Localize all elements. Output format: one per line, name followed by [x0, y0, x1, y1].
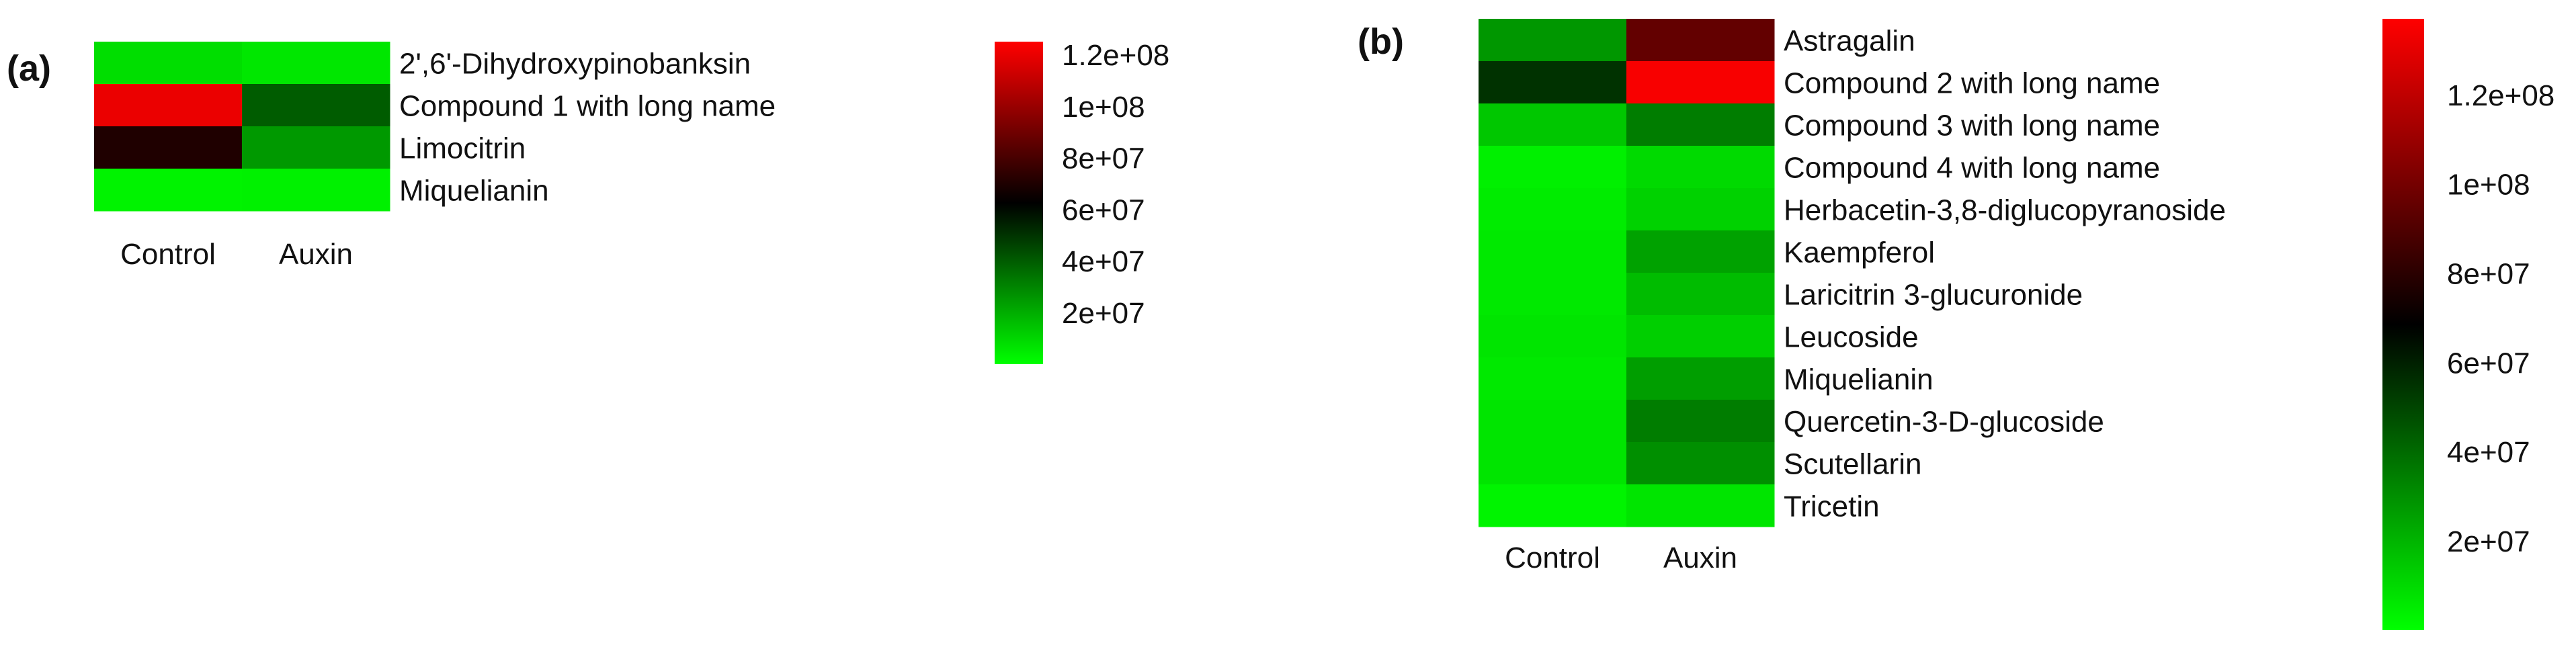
colorbar-tick-label: 1.2e+08: [2447, 79, 2554, 112]
panel-label-a: (a): [7, 48, 51, 89]
row-label: Kaempferol: [1784, 236, 1935, 269]
colorbar-ticks-b: 2e+07 4e+07 6e+07 8e+07 1e+08 1.2e+08: [2447, 79, 2554, 558]
heatmap-cell: [1479, 400, 1627, 443]
heatmap-cell: [1626, 442, 1775, 485]
column-label: Auxin: [279, 238, 353, 271]
heatmap-cell: [94, 84, 243, 127]
heatmap-cell: [1626, 103, 1775, 146]
heatmap-cell: [1626, 61, 1775, 104]
heatmap-cell: [1479, 273, 1627, 316]
column-label: Auxin: [1663, 541, 1737, 574]
heatmap-cell: [242, 84, 390, 127]
heatmap-cell: [1626, 484, 1775, 527]
colorbar-tick-label: 8e+07: [2447, 257, 2530, 290]
row-label: Miquelianin: [399, 174, 549, 207]
colorbar-tick-label: 1e+08: [2447, 169, 2530, 202]
heatmap-cell: [1479, 188, 1627, 231]
heatmap-cell: [1626, 315, 1775, 358]
column-label: Control: [120, 238, 216, 271]
heatmap-cell: [242, 169, 390, 212]
column-labels-a: Control Auxin: [120, 238, 353, 271]
row-label: Miquelianin: [1784, 363, 1934, 396]
heatmap-cell: [1479, 103, 1627, 146]
row-label: Quercetin-3-D-glucoside: [1784, 405, 2104, 438]
panel-b: (b) Astragalin Compound 2 with long name C…: [1358, 19, 2554, 630]
colorbar-tick-label: 4e+07: [2447, 436, 2530, 469]
heatmap-cell: [1626, 400, 1775, 443]
heatmap-cell: [94, 169, 243, 212]
heatmap-cell: [1626, 230, 1775, 273]
colorbar-tick-label: 2e+07: [2447, 525, 2530, 558]
heatmap-cell: [242, 126, 390, 169]
heatmap-cell: [1626, 273, 1775, 316]
row-labels-b: Astragalin Compound 2 with long name Compo…: [1784, 24, 2226, 523]
heatmap-cell: [1479, 230, 1627, 273]
colorbar-a: [995, 42, 1043, 364]
colorbar-tick-label: 8e+07: [1062, 142, 1145, 175]
row-label: Tricetin: [1784, 490, 1880, 523]
colorbar-tick-label: 1.2e+08: [1062, 39, 1169, 72]
colorbar-tick-label: 4e+07: [1062, 245, 1145, 278]
column-labels-b: Control Auxin: [1505, 541, 1737, 574]
colorbar-tick-label: 6e+07: [2447, 347, 2530, 380]
row-label: 2',6'-Dihydroxypinobanksin: [399, 47, 751, 80]
colorbar-tick-label: 6e+07: [1062, 193, 1145, 226]
heatmap-cell: [1479, 484, 1627, 527]
heatmap-cell: [1479, 357, 1627, 400]
colorbar-ticks-a: 2e+07 4e+07 6e+07 8e+07 1e+08 1.2e+08: [1062, 39, 1169, 330]
row-label: Scutellarin: [1784, 447, 1921, 480]
heatmap-cells-b: [1479, 19, 1775, 527]
colorbar-tick-label: 1e+08: [1062, 91, 1145, 124]
heatmap-cell: [94, 42, 243, 85]
colorbar-tick-label: 2e+07: [1062, 297, 1145, 330]
heatmap-cell: [1626, 19, 1775, 62]
heatmap-cell: [1479, 19, 1627, 62]
row-label: Compound 1 with long name: [399, 89, 776, 122]
row-label: Limocitrin: [399, 132, 526, 165]
heatmap-cell: [1626, 188, 1775, 231]
heatmap-cell: [1626, 146, 1775, 189]
heatmap-cell: [242, 42, 390, 85]
column-label: Control: [1505, 541, 1600, 574]
row-label: Compound 4 with long name: [1784, 151, 2160, 184]
row-label: Compound 2 with long name: [1784, 67, 2160, 99]
row-label: Leucoside: [1784, 320, 1919, 353]
heatmap-cell: [1479, 315, 1627, 358]
heatmap-cell: [1479, 146, 1627, 189]
heatmap-cell: [1479, 442, 1627, 485]
row-label: Laricitrin 3-glucuronide: [1784, 278, 2083, 311]
heatmap-cells-a: [94, 42, 390, 212]
row-label: Herbacetin-3,8-diglucopyranoside: [1784, 193, 2226, 226]
colorbar-b: [2382, 19, 2424, 630]
heatmap-cell: [94, 126, 243, 169]
row-label: Compound 3 with long name: [1784, 109, 2160, 142]
panel-a: (a) 2',6'-Dihydroxypinobanksin Compound 1…: [7, 39, 1169, 364]
heatmap-cell: [1626, 357, 1775, 400]
row-labels-a: 2',6'-Dihydroxypinobanksin Compound 1 wit…: [399, 47, 776, 207]
heatmap-cell: [1479, 61, 1627, 104]
panel-label-b: (b): [1358, 21, 1404, 62]
row-label: Astragalin: [1784, 24, 1915, 57]
